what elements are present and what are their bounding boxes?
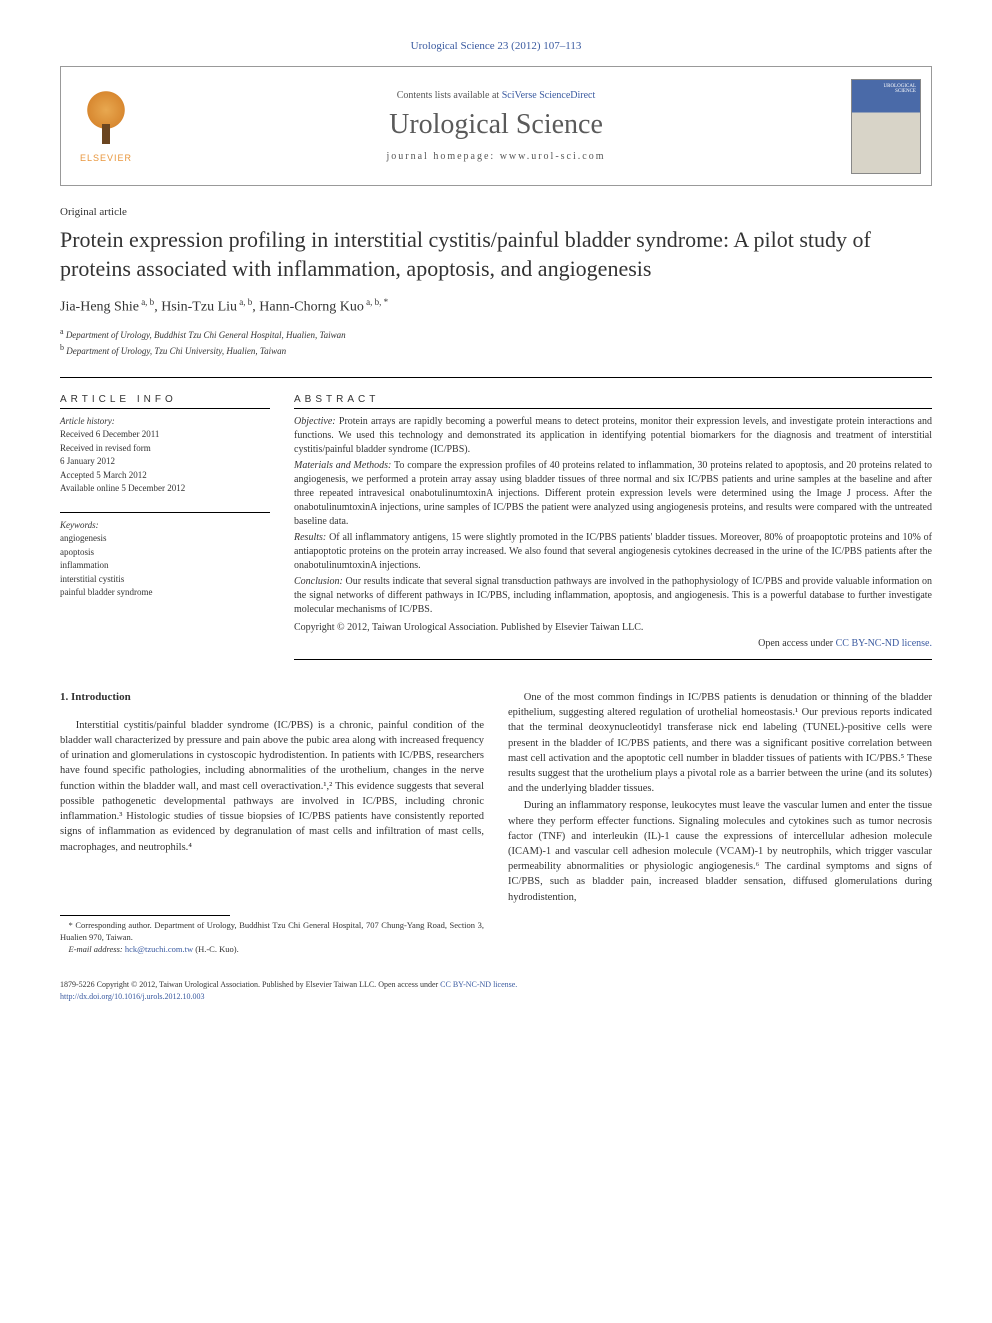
journal-reference: Urological Science 23 (2012) 107–113: [60, 40, 932, 52]
cc-license-link[interactable]: CC BY-NC-ND license.: [836, 638, 932, 649]
affiliations: a Department of Urology, Buddhist Tzu Ch…: [60, 326, 932, 359]
keyword: angiogenesis: [60, 532, 270, 546]
body-paragraph: Interstitial cystitis/painful bladder sy…: [60, 718, 484, 855]
section-heading-intro: 1. Introduction: [60, 690, 484, 706]
footnote-rule: [60, 915, 230, 916]
keyword: painful bladder syndrome: [60, 586, 270, 600]
footer-doi-link[interactable]: http://dx.doi.org/10.1016/j.urols.2012.1…: [60, 992, 205, 1001]
sciencedirect-link[interactable]: SciVerse ScienceDirect: [502, 90, 596, 101]
methods-label: Materials and Methods:: [294, 460, 391, 471]
section-rule: [60, 377, 932, 378]
history-line: 6 January 2012: [60, 455, 270, 469]
article-info-panel: ARTICLE INFO Article history: Received 6…: [60, 382, 270, 666]
contents-list-line: Contents lists available at SciVerse Sci…: [397, 90, 596, 101]
history-line: Accepted 5 March 2012: [60, 469, 270, 483]
article-title: Protein expression profiling in intersti…: [60, 226, 932, 283]
keyword: apoptosis: [60, 546, 270, 560]
footer-cc-link[interactable]: CC BY-NC-ND license.: [440, 980, 517, 989]
journal-name: Urological Science: [389, 109, 603, 141]
footer-issn: 1879-5226 Copyright © 2012, Taiwan Urolo…: [60, 980, 376, 989]
corresponding-author-footnote: * Corresponding author. Department of Ur…: [60, 920, 484, 956]
objective-text: Protein arrays are rapidly becoming a po…: [294, 416, 932, 455]
email-tail: (H.-C. Kuo).: [195, 944, 238, 954]
conclusion-text: Our results indicate that several signal…: [294, 576, 932, 615]
page-footer: 1879-5226 Copyright © 2012, Taiwan Urolo…: [60, 979, 932, 1001]
footer-open-access-prefix: Open access under: [378, 980, 440, 989]
history-label: Article history:: [60, 415, 270, 429]
elsevier-label: ELSEVIER: [80, 153, 132, 163]
history-line: Available online 5 December 2012: [60, 482, 270, 496]
journal-cover-thumb: [841, 67, 931, 185]
history-line: Received in revised form: [60, 442, 270, 456]
journal-header: ELSEVIER Contents lists available at Sci…: [60, 66, 932, 186]
keywords-label: Keywords:: [60, 519, 270, 533]
abstract-text: Objective: Protein arrays are rapidly be…: [294, 415, 932, 651]
article-history: Article history: Received 6 December 201…: [60, 415, 270, 496]
authors: Jia-Heng Shie a, b, Hsin-Tzu Liu a, b, H…: [60, 297, 932, 316]
homepage-url: www.urol-sci.com: [500, 151, 606, 162]
results-label: Results:: [294, 532, 326, 543]
body-paragraph: One of the most common findings in IC/PB…: [508, 690, 932, 797]
column-left: 1. Introduction Interstitial cystitis/pa…: [60, 690, 484, 956]
open-access-prefix: Open access under: [758, 638, 835, 649]
keyword: inflammation: [60, 559, 270, 573]
homepage-label: journal homepage:: [387, 151, 500, 162]
email-label: E-mail address:: [69, 944, 123, 954]
objective-label: Objective:: [294, 416, 336, 427]
cover-image-icon: [851, 79, 921, 174]
journal-homepage: journal homepage: www.urol-sci.com: [387, 151, 606, 162]
column-right: One of the most common findings in IC/PB…: [508, 690, 932, 956]
article-type: Original article: [60, 206, 932, 218]
conclusion-label: Conclusion:: [294, 576, 343, 587]
body-paragraph: During an inflammatory response, leukocy…: [508, 798, 932, 905]
keywords-block: Keywords: angiogenesisapoptosisinflammat…: [60, 519, 270, 600]
contents-prefix: Contents lists available at: [397, 90, 502, 101]
elsevier-tree-icon: [81, 89, 131, 149]
abstract-heading: ABSTRACT: [294, 394, 932, 405]
elsevier-logo: ELSEVIER: [61, 67, 151, 185]
email-link[interactable]: hck@tzuchi.com.tw: [125, 944, 193, 954]
body-columns: 1. Introduction Interstitial cystitis/pa…: [60, 690, 932, 956]
article-info-heading: ARTICLE INFO: [60, 394, 270, 405]
keyword: interstitial cystitis: [60, 573, 270, 587]
abstract-panel: ABSTRACT Objective: Protein arrays are r…: [294, 382, 932, 666]
corresponding-text: * Corresponding author. Department of Ur…: [60, 920, 484, 944]
results-text: Of all inflammatory antigens, 15 were sl…: [294, 532, 932, 571]
history-line: Received 6 December 2011: [60, 428, 270, 442]
abstract-copyright: Copyright © 2012, Taiwan Urological Asso…: [294, 621, 932, 635]
